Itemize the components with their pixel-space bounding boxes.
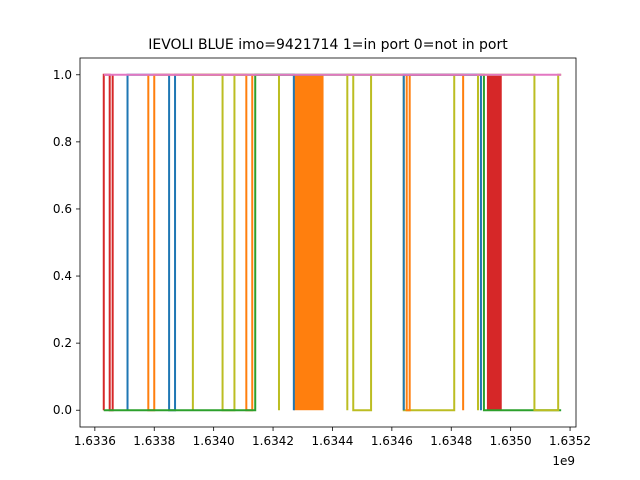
- y-axis: 0.0 0.2 0.4 0.6 0.8 1.0: [53, 68, 80, 417]
- x-tick-label: 1.6348: [430, 434, 472, 448]
- chart-title: IEVOLI BLUE imo=9421714 1=in port 0=not …: [148, 37, 508, 53]
- x-tick-label: 1.6342: [252, 434, 294, 448]
- x-axis: 1.6336 1.6338 1.6340 1.6342 1.6344 1.6346 1.63…: [74, 427, 591, 448]
- x-tick-label: 1.6350: [490, 434, 532, 448]
- plot-frame: [79, 57, 577, 428]
- y-tick-label: 0.8: [53, 135, 72, 149]
- x-tick-label: 1.6346: [371, 434, 413, 448]
- x-tick-label: 1.6352: [549, 434, 591, 448]
- x-tick-label: 1.6338: [133, 434, 175, 448]
- x-offset-label: 1e9: [552, 454, 575, 468]
- series-line-0: [102, 73, 114, 412]
- x-tick-label: 1.6344: [311, 434, 353, 448]
- series-group: [102, 73, 562, 412]
- x-tick-label: 1.6340: [193, 434, 235, 448]
- series-line-6: [405, 73, 465, 412]
- filled-band-0: [293, 74, 324, 411]
- y-tick-label: 1.0: [53, 68, 72, 82]
- y-tick-label: 0.2: [53, 336, 72, 350]
- filled-bands: [293, 74, 502, 411]
- y-tick-label: 0.4: [53, 269, 72, 283]
- y-tick-label: 0.6: [53, 202, 72, 216]
- x-tick-label: 1.6336: [74, 434, 116, 448]
- y-tick-label: 0.0: [53, 403, 72, 417]
- filled-band-1: [486, 74, 502, 411]
